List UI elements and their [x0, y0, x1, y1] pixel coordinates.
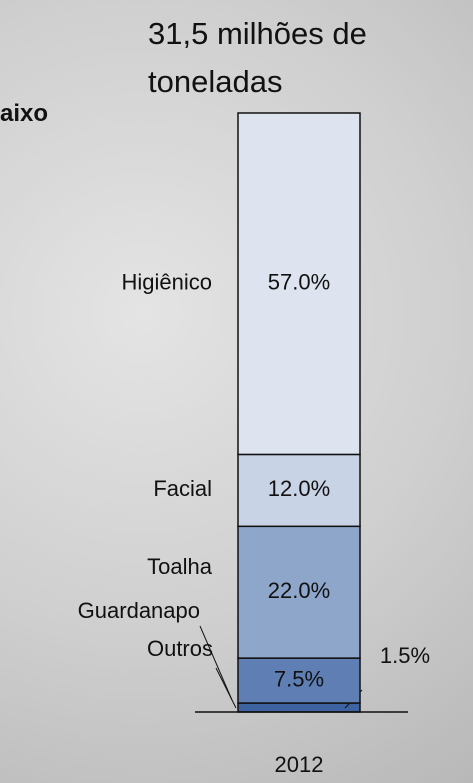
bar-segment — [237, 453, 361, 528]
value-label: 57.0% — [268, 270, 330, 295]
category-label: Outros — [147, 636, 213, 661]
category-label: Higiênico — [122, 270, 213, 295]
bar-segment — [237, 702, 361, 713]
leader-line — [199, 625, 233, 701]
annotation: aixo — [0, 100, 49, 127]
value-label: 22.0% — [268, 578, 330, 603]
value-label: 1.5% — [380, 643, 430, 668]
chart-title: 31,5 milhões de toneladas — [148, 16, 367, 99]
value-label: 7.5% — [274, 666, 324, 691]
bar-segment — [237, 112, 361, 456]
x-tick-label: 2012 — [275, 752, 324, 777]
leader-line — [215, 667, 237, 709]
value-label: 12.0% — [268, 476, 330, 501]
category-label: Guardanapo — [78, 598, 200, 623]
category-label: Facial — [153, 476, 212, 501]
category-label: Toalha — [147, 554, 213, 579]
bar-segment — [237, 525, 361, 659]
